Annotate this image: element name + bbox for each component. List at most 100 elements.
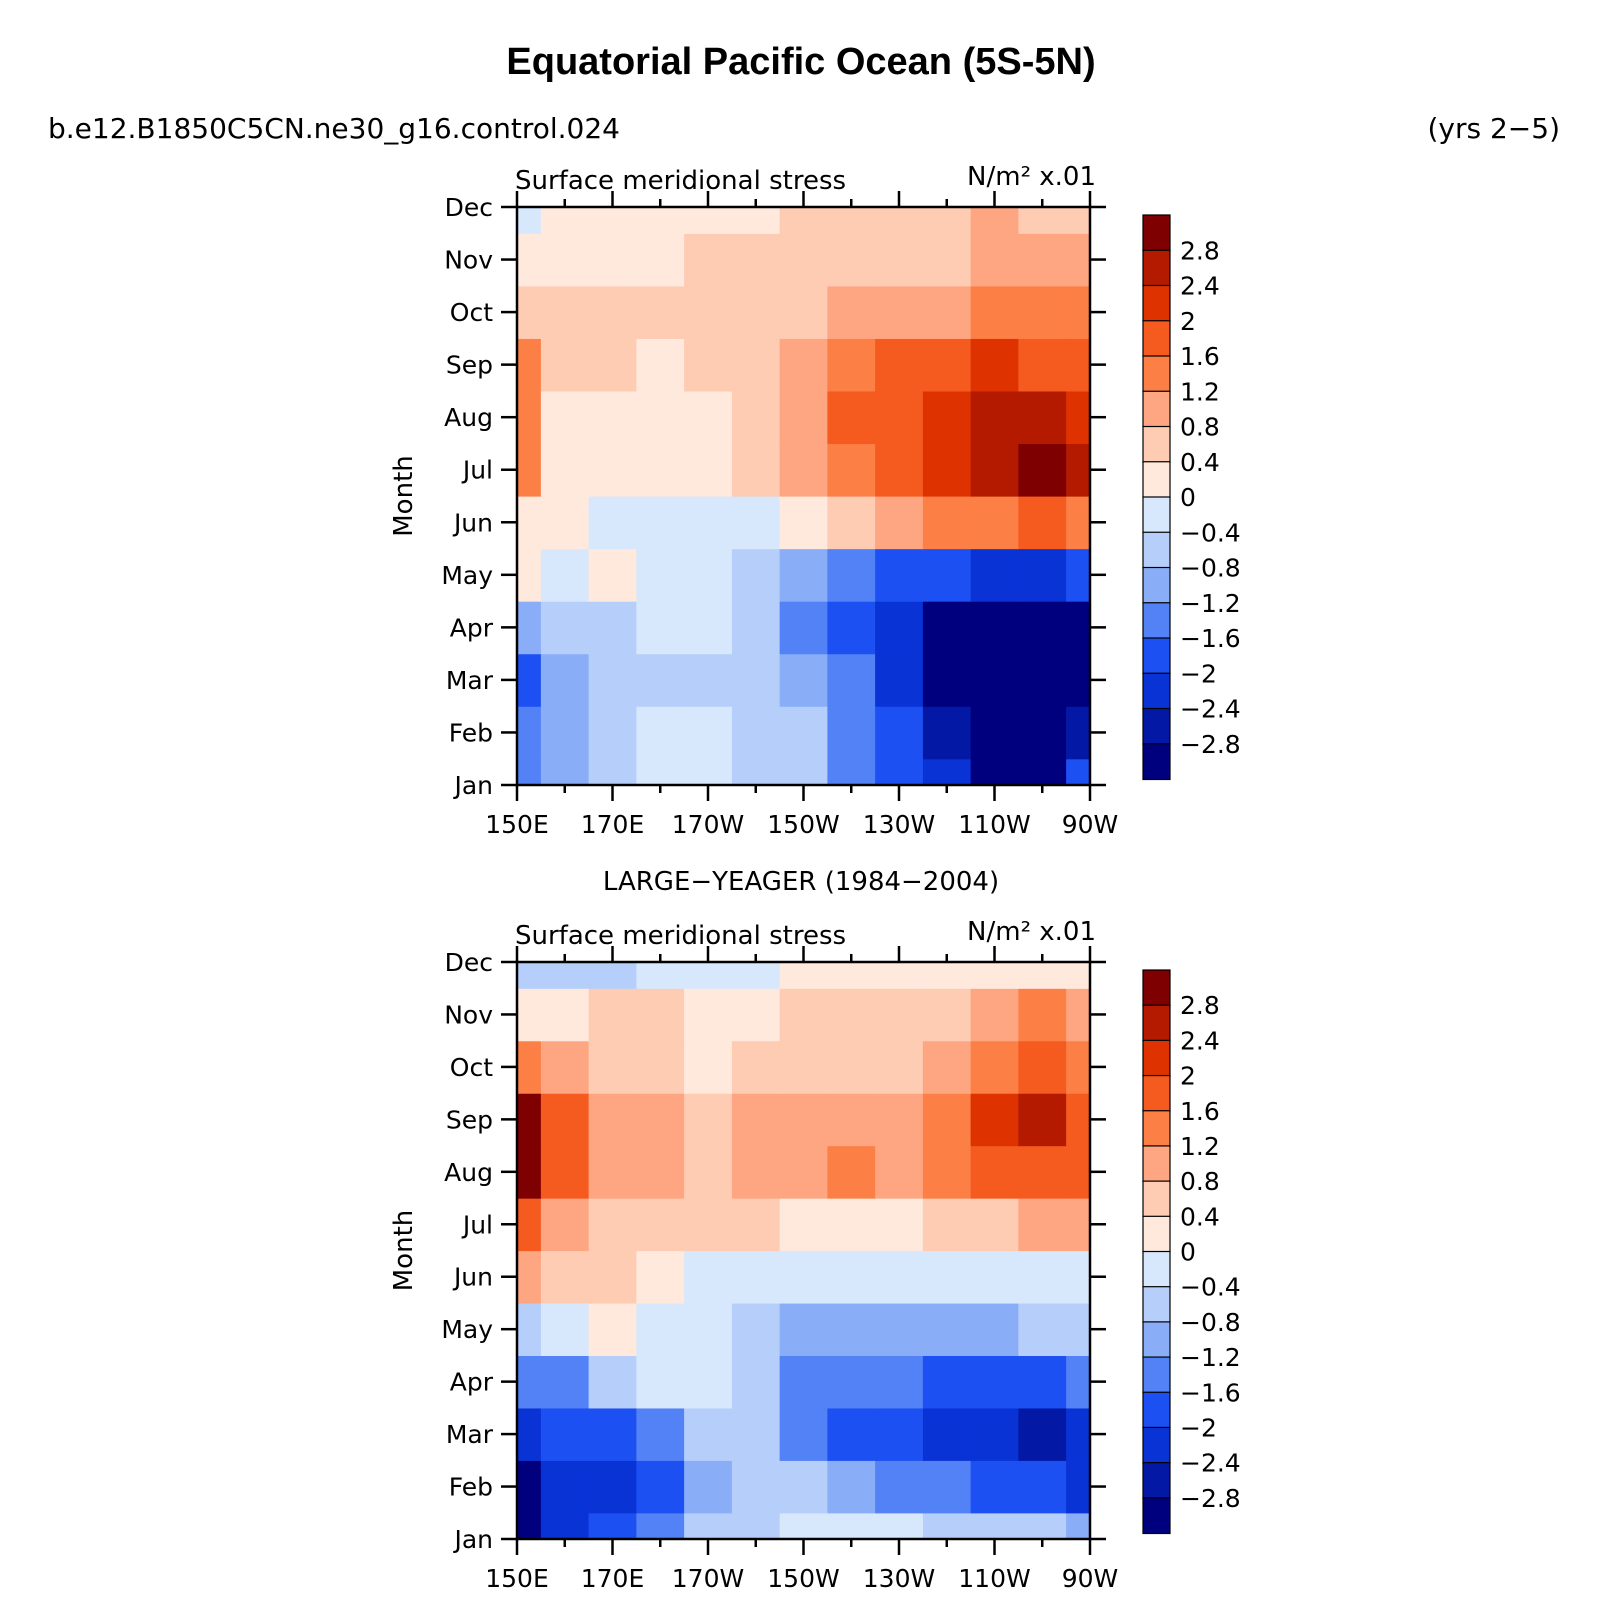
heatmap-cell — [779, 496, 828, 550]
heatmap-cell — [922, 988, 972, 1042]
heatmap-cell — [779, 1093, 828, 1147]
colorbar-label: 2 — [1180, 307, 1196, 336]
x-tick-label: 150E — [485, 810, 549, 839]
heatmap-cell — [922, 601, 972, 655]
heatmap-cell — [1018, 1407, 1067, 1461]
heatmap-cell — [875, 496, 924, 550]
heatmap-cell — [875, 338, 924, 392]
heatmap-cell — [588, 1512, 637, 1540]
y-axis-label: Month — [389, 455, 419, 537]
colorbar-swatch — [1142, 743, 1171, 781]
colorbar-swatch — [1142, 1426, 1171, 1464]
colorbar-swatch — [1142, 1321, 1171, 1359]
heatmap-cell — [875, 1512, 924, 1540]
y-tick-label: Jan — [452, 771, 493, 800]
heatmap-cell — [827, 443, 876, 497]
heatmap-cell — [875, 1250, 924, 1304]
heatmap-cell — [684, 706, 733, 760]
x-tick-label: 170E — [581, 1564, 645, 1593]
heatmap-cell — [1066, 988, 1091, 1042]
heatmap-cell — [588, 962, 637, 989]
heatmap-cell — [875, 988, 924, 1042]
colorbar-label: 2.4 — [1180, 272, 1220, 301]
heatmap-cell — [588, 548, 637, 602]
heatmap-cell — [875, 601, 924, 655]
heatmap-cell — [922, 1512, 972, 1540]
heatmap-cell — [517, 1145, 542, 1199]
heatmap-cell — [922, 1407, 972, 1461]
heatmap-cell — [684, 1145, 733, 1199]
heatmap-cell — [922, 1040, 972, 1094]
heatmap-cell — [588, 338, 637, 392]
y-tick-label: Oct — [450, 298, 493, 327]
colorbar-label: 1.6 — [1180, 342, 1220, 371]
colorbar-swatch — [1142, 1250, 1171, 1288]
heatmap-cell — [636, 207, 685, 234]
heatmap-cell — [827, 758, 876, 786]
heatmap-cell — [827, 496, 876, 550]
x-tick-label: 150E — [485, 1564, 549, 1593]
x-tick-label: 150W — [767, 810, 839, 839]
heatmap-cell — [731, 988, 781, 1042]
heatmap-cell — [1018, 548, 1067, 602]
heatmap-cell — [731, 1093, 781, 1147]
heatmap-cell — [875, 706, 924, 760]
heatmap-cell — [1018, 962, 1067, 989]
heatmap-cell — [517, 1040, 542, 1094]
heatmap-cell — [517, 706, 542, 760]
heatmap-cell — [1018, 1512, 1067, 1540]
heatmap-cell — [588, 1145, 637, 1199]
y-tick-label: Aug — [444, 403, 493, 432]
colorbar-swatch — [1142, 1110, 1171, 1148]
heatmap-cell — [1018, 1355, 1067, 1409]
heatmap-cell — [684, 1460, 733, 1514]
heatmap-cell — [684, 207, 733, 234]
x-tick-label: 110W — [958, 810, 1030, 839]
y-tick-label: Sep — [446, 1105, 493, 1134]
colorbar-label: −0.8 — [1180, 554, 1241, 583]
heatmap-cell — [540, 1355, 590, 1409]
heatmap-cell — [1018, 233, 1067, 287]
colorbar-label: −2.4 — [1180, 1449, 1241, 1478]
heatmap-cell — [588, 1407, 637, 1461]
heatmap-cell — [684, 601, 733, 655]
heatmap-cell — [970, 285, 1019, 339]
heatmap-cell — [684, 758, 733, 786]
heatmap-cell — [1066, 601, 1091, 655]
heatmap-cell — [970, 758, 1019, 786]
colorbar-swatch — [1142, 390, 1171, 428]
heatmap-cell — [517, 601, 542, 655]
heatmap-cell — [636, 1040, 685, 1094]
heatmap-cell — [827, 233, 876, 287]
heatmap-cell — [827, 207, 876, 234]
heatmap-cell — [779, 653, 828, 707]
heatmap-cell — [540, 390, 590, 445]
heatmap-cell — [922, 653, 972, 707]
heatmap-cell — [970, 988, 1019, 1042]
heatmap-cell — [684, 390, 733, 445]
heatmap-cell — [636, 1407, 685, 1461]
heatmap-cell — [970, 1250, 1019, 1304]
heatmap-cell — [827, 1460, 876, 1514]
heatmap-cell — [1066, 1040, 1091, 1094]
heatmap-cell — [684, 1093, 733, 1147]
heatmap-cell — [540, 1040, 590, 1094]
x-tick-label: 110W — [958, 1564, 1030, 1593]
heatmap-cell — [970, 1355, 1019, 1409]
units-label: N/m² x.01 — [967, 917, 1096, 947]
heatmap-cell — [1018, 390, 1067, 445]
heatmap-cell — [540, 1250, 590, 1304]
heatmap-cell — [684, 653, 733, 707]
colorbar-label: 2.8 — [1180, 236, 1220, 265]
colorbar-label: 0.8 — [1180, 413, 1220, 442]
heatmap-cell — [731, 601, 781, 655]
heatmap-cell — [636, 988, 685, 1042]
heatmap-cell — [827, 1093, 876, 1147]
heatmap-cell — [540, 601, 590, 655]
y-tick-label: Dec — [445, 193, 493, 222]
heatmap-cell — [970, 443, 1019, 497]
heatmap-cell — [1018, 601, 1067, 655]
heatmap-cell — [636, 233, 685, 287]
heatmap-cell — [779, 601, 828, 655]
heatmap-cell — [517, 338, 542, 392]
